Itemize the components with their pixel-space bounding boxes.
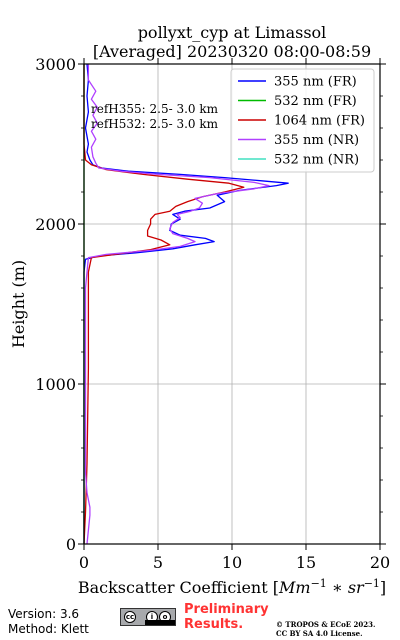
- y-tick-label: 2000: [35, 215, 76, 234]
- version-text: Version: 3.6: [8, 607, 80, 621]
- y-tick-label: 3000: [35, 55, 76, 74]
- chart-title: pollyxt_cyp at Limassol: [138, 23, 327, 42]
- copyright-text: © TROPOS & ECoE 2023.: [276, 620, 376, 629]
- x-axis-unit-sup1: −1: [311, 577, 327, 590]
- x-tick-label: 0: [79, 553, 89, 572]
- y-tick-label: 0: [66, 535, 76, 554]
- y-tick-label: 1000: [35, 375, 76, 394]
- legend-label-1: 532 nm (FR): [274, 94, 357, 109]
- y-axis-label: Height (m): [9, 260, 28, 348]
- x-tick-label: 10: [222, 553, 242, 572]
- x-axis-label-end: ]: [380, 578, 386, 597]
- license-text: CC BY SA 4.0 License.: [276, 629, 363, 638]
- x-axis-unit-mid: ∗ sr: [327, 578, 365, 597]
- legend-label-0: 355 nm (FR): [274, 75, 357, 90]
- chart-subtitle: [Averaged] 20230320 08:00-08:59: [93, 42, 371, 61]
- x-axis-unit-sup2: −1: [364, 577, 380, 590]
- series-line-3: [84, 64, 270, 545]
- x-tick-label: 15: [296, 553, 316, 572]
- cc-by-sa-logo-icon: cc i o: [120, 608, 176, 626]
- legend: 355 nm (FR) 532 nm (FR) 1064 nm (FR) 355 nm…: [230, 68, 375, 173]
- preliminary-label: Preliminary: [184, 602, 269, 617]
- axis-tick-labels: 0 5 10 15 20 0 1000 2000 3000: [35, 55, 390, 572]
- x-axis-label-text: Backscatter Coefficient [: [78, 578, 279, 597]
- axis-ticks: [78, 58, 386, 550]
- series-line-0: [83, 63, 289, 544]
- method-text: Method: Klett: [8, 622, 89, 636]
- ref-height-532: refH532: 2.5- 3.0 km: [91, 117, 219, 131]
- legend-label-3: 355 nm (NR): [274, 133, 359, 148]
- preliminary-results-label: Results.: [184, 617, 244, 632]
- ref-height-355: refH355: 2.5- 3.0 km: [91, 102, 219, 116]
- legend-label-4: 532 nm (NR): [274, 153, 359, 168]
- x-axis-unit-mm: Mm: [278, 578, 311, 597]
- legend-box: [230, 68, 375, 173]
- x-tick-label: 20: [370, 553, 390, 572]
- legend-label-2: 1064 nm (FR): [274, 114, 365, 129]
- series-line-2: [83, 64, 245, 545]
- x-axis-label: Backscatter Coefficient [Mm−1 ∗ sr−1]: [78, 577, 386, 597]
- x-tick-label: 5: [153, 553, 163, 572]
